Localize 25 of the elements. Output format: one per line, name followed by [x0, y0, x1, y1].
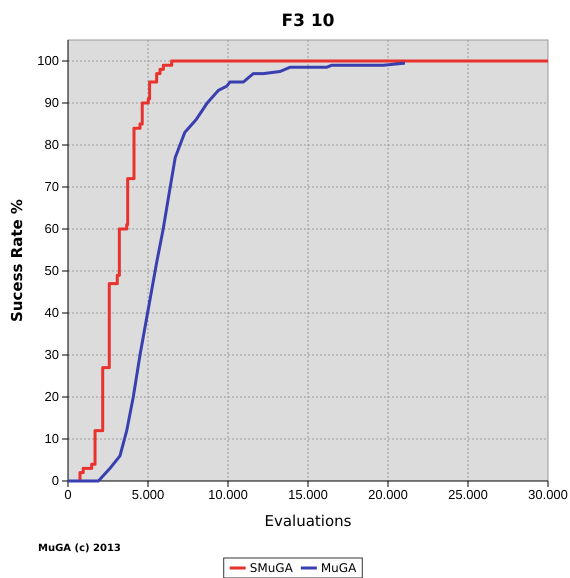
x-tick-label: 0 — [64, 487, 72, 502]
line-series — [66, 62, 406, 482]
x-axis-title: Evaluations — [264, 512, 352, 530]
x-tick-label: 20.000 — [368, 487, 408, 502]
y-tick-label: 50 — [44, 263, 59, 278]
x-tick-label: 15.000 — [288, 487, 328, 502]
y-axis-title: Sucess Rate % — [8, 199, 26, 322]
x-tick-label: 10.000 — [208, 487, 248, 502]
y-tick-label: 0 — [52, 473, 59, 488]
x-tick-label: 30.000 — [528, 487, 568, 502]
y-tick-label: 10 — [44, 431, 59, 446]
y-tick-label: 20 — [44, 389, 59, 404]
text: MuGA (c) 2013 — [38, 543, 121, 554]
x-tick-label: 5.000 — [132, 487, 164, 502]
chart-title: F3 10 — [281, 11, 335, 31]
y-tick-label: 40 — [44, 305, 59, 320]
legend-label: MuGA — [320, 561, 358, 575]
y-tick-label: 100 — [37, 53, 59, 68]
y-tick-label: 60 — [44, 221, 59, 236]
legend-label: SMuGA — [250, 561, 294, 575]
y-tick-label: 70 — [44, 179, 59, 194]
y-tick-label: 30 — [44, 347, 59, 362]
y-tick-label: 90 — [44, 95, 59, 110]
y-tick-label: 80 — [44, 137, 59, 152]
x-tick-label: 25.000 — [448, 487, 488, 502]
